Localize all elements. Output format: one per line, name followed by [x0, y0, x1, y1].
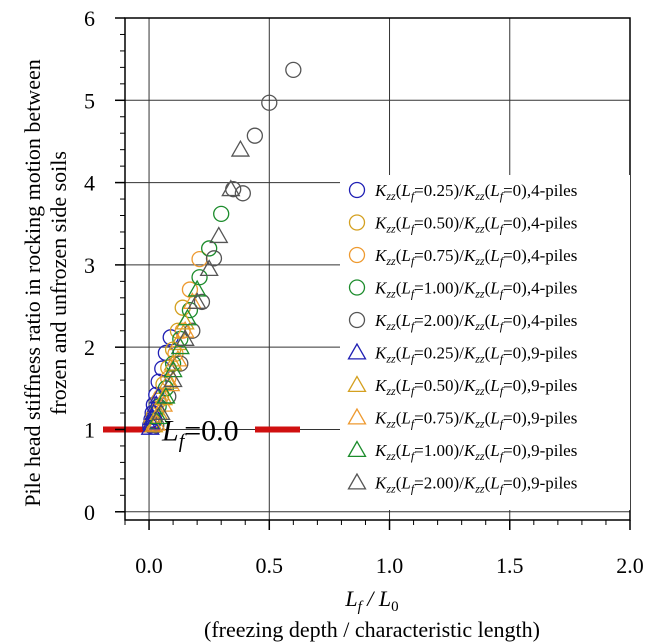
legend-marker: [348, 246, 366, 264]
data-point: [199, 259, 219, 277]
data-point: [153, 394, 174, 412]
y-tick-label: 6: [84, 6, 95, 31]
data-point: [191, 269, 208, 286]
legend-entry: Kzz(Lf=0.50)/Kzz(Lf=0),9-piles: [374, 376, 577, 398]
data-point: [175, 329, 195, 346]
axis-ticks: 0 1 2 3 4 5 6 0.0 0.5 1.0 1.5 2.0: [84, 6, 644, 578]
data-point: [246, 127, 264, 144]
series-9: [149, 279, 207, 425]
x-axis-note: (freezing depth / characteristic length): [204, 617, 540, 642]
data-point: [144, 415, 164, 433]
data-point: [163, 370, 183, 388]
x-tick-label: 2.0: [616, 553, 644, 578]
legend-entry: Kzz(Lf=1.00)/Kzz(Lf=0),4-piles: [374, 279, 577, 301]
y-tick-label: 5: [84, 88, 95, 113]
data-point: [156, 386, 176, 404]
data-point: [261, 94, 278, 111]
x-axis-title: Lf / L0: [344, 586, 398, 615]
legend-entry: Kzz(Lf=0.25)/Kzz(Lf=0),4-piles: [374, 181, 577, 203]
legend-entry: Kzz(Lf=0.75)/Kzz(Lf=0),9-piles: [374, 409, 577, 431]
data-point: [163, 360, 183, 378]
data-point: [193, 293, 211, 311]
y-tick-label: 3: [84, 253, 95, 278]
legend-marker: [347, 440, 367, 458]
data-point: [187, 292, 207, 309]
data-point: [201, 240, 218, 257]
legend-marker: [347, 375, 367, 393]
data-point: [151, 403, 171, 421]
lf-zero-annotation: Lf=0.0: [161, 414, 239, 452]
legend-entry: Kzz(Lf=0.25)/Kzz(Lf=0),9-piles: [374, 344, 577, 366]
x-tick-label: 1.5: [496, 553, 524, 578]
data-point: [160, 359, 177, 376]
data-point: [187, 279, 207, 297]
x-tick-label: 0.5: [256, 553, 284, 578]
x-tick-label: 1.0: [376, 553, 404, 578]
data-point: [285, 61, 302, 78]
data-point: [153, 388, 174, 406]
data-point: [230, 139, 251, 157]
data-point: [177, 308, 198, 326]
data-point: [221, 179, 241, 197]
legend-entry: Kzz(Lf=0.50)/Kzz(Lf=0),4-piles: [374, 214, 577, 236]
data-markers: [140, 61, 302, 435]
legend-entry: Kzz(Lf=2.00)/Kzz(Lf=0),9-piles: [374, 474, 577, 496]
legend-entry: Kzz(Lf=0.75)/Kzz(Lf=0),4-piles: [374, 246, 577, 268]
legend-marker: [347, 342, 367, 360]
legend-entry: Kzz(Lf=2.00)/Kzz(Lf=0),4-piles: [374, 311, 577, 333]
data-point: [175, 320, 195, 338]
legend-entry: Kzz(Lf=1.00)/Kzz(Lf=0),9-piles: [374, 441, 577, 463]
data-point: [170, 337, 190, 355]
legend-marker: [347, 472, 367, 490]
annotation: Lf=0.0: [161, 414, 239, 452]
legend: Kzz(Lf=0.25)/Kzz(Lf=0),4-piles Kzz(Lf=0.5…: [340, 175, 630, 510]
data-point: [140, 418, 160, 435]
axis-titles: Pile head stiffness ratio in rocking mot…: [20, 59, 540, 642]
legend-marker: [348, 214, 366, 231]
series-6: [140, 386, 169, 435]
legend-marker: [348, 279, 366, 296]
x-tick-label: 0.0: [135, 553, 163, 578]
data-point: [181, 301, 199, 319]
data-point: [234, 185, 251, 202]
data-point: [163, 353, 183, 371]
data-point: [168, 349, 188, 367]
y-tick-label: 2: [84, 335, 95, 360]
data-point: [205, 250, 223, 267]
data-point: [213, 205, 230, 223]
legend-marker: [348, 181, 366, 199]
y-tick-label: 4: [84, 171, 95, 196]
data-point: [158, 371, 178, 389]
y-axis-title: Pile head stiffness ratio in rocking mot…: [20, 59, 71, 506]
data-point: [209, 226, 229, 244]
series-10: [151, 139, 251, 421]
data-point: [146, 413, 166, 431]
legend-marker: [348, 311, 366, 329]
y-tick-label: 0: [84, 500, 95, 525]
legend-marker: [347, 407, 367, 425]
legend-background: [340, 175, 630, 510]
y-tick-label: 1: [84, 417, 95, 442]
data-point: [141, 413, 162, 430]
